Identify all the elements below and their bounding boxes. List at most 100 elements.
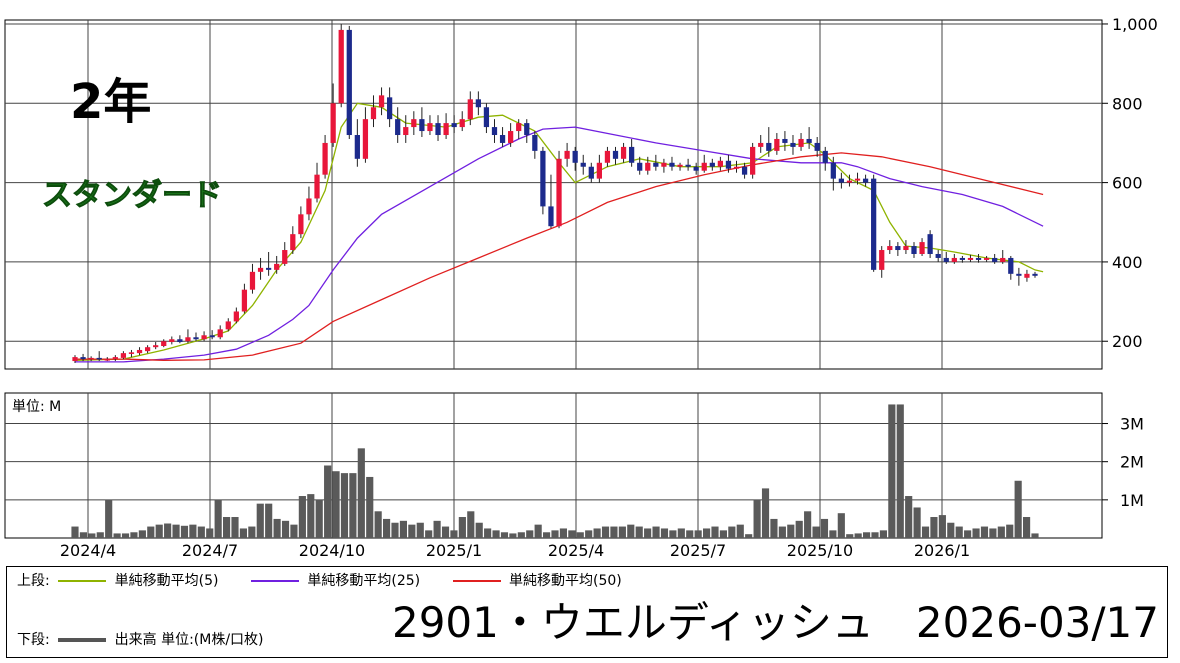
candle-body [282, 250, 288, 264]
candle [144, 345, 151, 354]
candle-body [596, 162, 602, 179]
volume-bar [458, 517, 466, 538]
candle-body [411, 119, 417, 128]
candle [475, 91, 481, 116]
volume-bar [441, 526, 450, 538]
candle-body [854, 178, 861, 181]
chart-svg: 200 400 600 800 1,000 2年 スタンダード 1M 2M 3M 単位: M… [4, 15, 1158, 560]
candle-body [249, 271, 256, 290]
volume-panel: 1M 2M 3M 単位: M [4, 392, 1144, 539]
volume-bar [846, 534, 854, 538]
volume-tick-label: 2M [1120, 453, 1144, 472]
candle [612, 146, 619, 165]
volume-bar [71, 526, 79, 538]
volume-bar [618, 526, 626, 538]
legend-item-ma50: 単純移動平均(50) [449, 570, 622, 590]
candle-body [241, 289, 248, 312]
volume-bar [517, 532, 525, 538]
volume-bar [214, 499, 222, 538]
volume-bar [164, 523, 172, 538]
candle-body [516, 123, 522, 132]
volume-bar [79, 532, 87, 538]
candle [346, 25, 352, 139]
volume-bar [888, 404, 896, 538]
candle-body [217, 329, 223, 338]
candle [798, 133, 804, 151]
volume-bar [955, 526, 963, 538]
candle-body [959, 257, 966, 260]
candle [120, 351, 127, 360]
candle [620, 142, 627, 163]
candle [153, 342, 159, 350]
volume-bar [795, 520, 803, 538]
candle [322, 135, 328, 179]
candle [887, 240, 893, 254]
candle-body [144, 347, 151, 352]
candle [362, 107, 369, 163]
candle [257, 257, 264, 280]
candle [459, 111, 465, 132]
volume-axis: 1M 2M 3M [1102, 415, 1144, 510]
volume-bar [315, 499, 323, 538]
candle-body [580, 162, 586, 167]
volume-bar [913, 507, 921, 538]
volume-bar [526, 530, 534, 538]
volume-bar [694, 530, 702, 538]
price-panel: 200 400 600 800 1,000 2年 スタンダード [4, 15, 1158, 370]
volume-bar [130, 532, 138, 538]
candle-body [725, 160, 732, 169]
candle [298, 206, 304, 239]
candle-body [346, 29, 352, 136]
candle [403, 115, 409, 143]
candle-body [612, 150, 619, 159]
volume-bar [180, 525, 189, 538]
volume-bar [1031, 533, 1039, 538]
candle-body [814, 142, 820, 151]
candle [846, 174, 853, 187]
candle [265, 252, 272, 276]
candle [871, 174, 877, 272]
volume-bar [492, 530, 500, 538]
candle-body [741, 166, 748, 175]
moving-average-line [75, 126, 1044, 363]
candle-body [330, 103, 336, 143]
volume-bar [138, 530, 146, 538]
candle [1024, 269, 1030, 282]
price-tick-label: 600 [1112, 174, 1143, 193]
candle [249, 263, 256, 294]
candle-body [975, 257, 982, 260]
candle-body [943, 257, 949, 262]
candle [524, 119, 530, 143]
volume-bar [930, 517, 938, 538]
volume-bar [610, 526, 618, 538]
candle [645, 156, 651, 175]
volume-bar [854, 533, 862, 538]
volume-bar [298, 496, 306, 538]
candle-body [435, 123, 441, 136]
candle [306, 186, 312, 221]
volume-bar [778, 526, 786, 538]
candle-body [419, 119, 425, 132]
candle-body [693, 166, 699, 171]
candle [564, 142, 570, 167]
volume-bar [896, 404, 904, 538]
date-tick-label: 2026/1 [914, 541, 970, 560]
candle [499, 127, 506, 147]
candle [588, 162, 594, 183]
volume-bar [231, 517, 239, 538]
volume-bar [753, 499, 761, 538]
volume-bar [660, 528, 669, 538]
volume-bar [947, 522, 955, 538]
volume-bar [113, 533, 121, 538]
candle [604, 146, 611, 167]
volume-bar [871, 532, 879, 538]
candle-body [524, 123, 530, 136]
candle [451, 115, 457, 134]
volume-bar [829, 530, 837, 538]
candle-body [185, 337, 191, 342]
volume-bar [627, 524, 635, 538]
candle [419, 107, 425, 137]
candle [693, 162, 699, 175]
candle-body [209, 335, 215, 338]
candle [572, 146, 578, 171]
